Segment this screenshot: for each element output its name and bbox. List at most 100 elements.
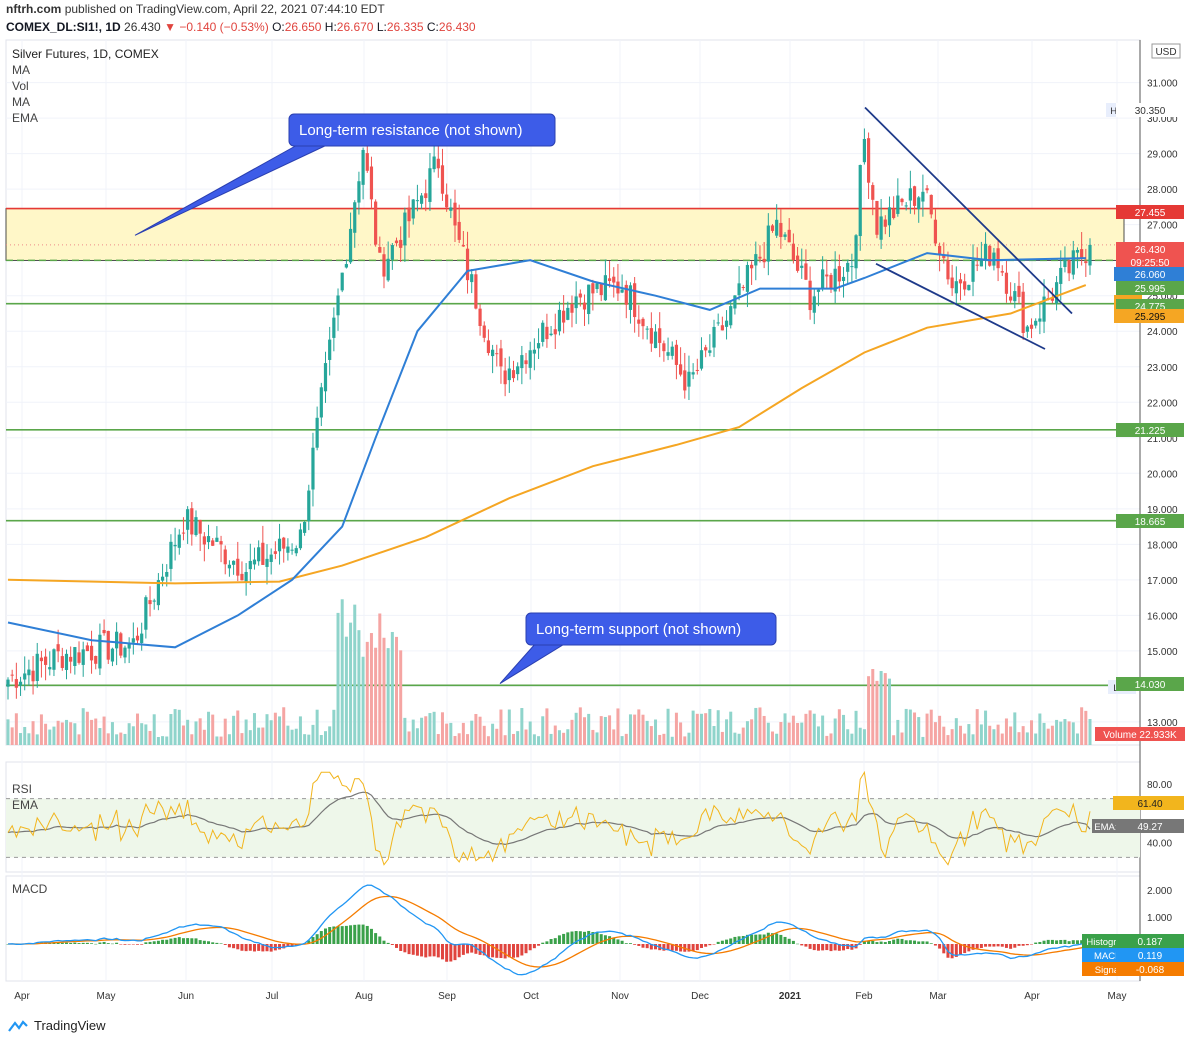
candle-body — [720, 325, 724, 331]
candle-body — [1050, 298, 1055, 301]
symbol-label[interactable]: COMEX_DL:SI1!, 1D — [6, 20, 121, 34]
macd-histogram-bar — [1017, 944, 1021, 946]
volume-bar — [712, 726, 716, 745]
rsi-ema-side-tag: EMA:MA — [1094, 822, 1132, 833]
currency-label: USD — [1155, 47, 1176, 58]
macd-histogram-bar — [390, 944, 394, 945]
candle-body — [942, 255, 946, 259]
volume-bar — [173, 709, 177, 745]
candle-body — [536, 343, 541, 349]
macd-histogram-bar — [361, 924, 365, 944]
candle-body — [43, 656, 48, 665]
macd-histogram-bar — [666, 944, 670, 951]
volume-bar — [946, 735, 950, 745]
volume-bar — [867, 676, 871, 745]
macd-histogram-bar — [252, 944, 256, 952]
candle-body — [424, 193, 428, 199]
candle-body — [850, 266, 854, 268]
macd-histogram-bar — [649, 944, 653, 950]
candle-body — [875, 201, 879, 235]
resistance-callout-text: Long-term resistance (not shown) — [299, 122, 522, 139]
macd-histogram-bar — [954, 944, 958, 957]
macd-histogram-bar — [98, 942, 102, 944]
volume-bar — [495, 728, 499, 745]
volume-bar — [503, 735, 507, 745]
macd-histogram-bar — [286, 944, 290, 948]
macd-histogram-bar — [474, 944, 478, 954]
volume-bar — [896, 719, 900, 745]
volume-bar — [603, 716, 607, 745]
volume-bar — [787, 722, 791, 745]
macd-histogram-bar — [896, 938, 900, 944]
candle-body — [152, 600, 156, 602]
candle-body — [219, 541, 223, 545]
macd-histogram-bar — [77, 943, 81, 944]
macd-line — [7, 884, 1091, 976]
volume-bar — [741, 727, 745, 745]
volume-bar — [257, 727, 261, 745]
macd-histogram-bar — [942, 944, 946, 954]
volume-bar — [645, 720, 649, 745]
candle-body — [879, 216, 883, 240]
macd-histogram-bar — [152, 941, 156, 944]
candle-body — [1084, 261, 1088, 264]
candle-body — [1038, 318, 1042, 322]
candle-body — [591, 283, 595, 294]
high-value-tag-bg — [1116, 103, 1184, 117]
legend-item-vol[interactable]: Vol — [12, 79, 29, 93]
macd-histogram-bar — [887, 940, 891, 944]
ma-orange-tag: 25.295 — [1135, 312, 1166, 323]
volume-bar — [445, 723, 449, 745]
macd-histogram-bar — [1021, 944, 1025, 946]
macd-histogram-bar — [1059, 939, 1063, 944]
macd-histogram-bar — [645, 944, 649, 949]
legend-item-ema[interactable]: EMA — [12, 111, 39, 125]
candle-body — [1071, 250, 1075, 275]
macd-histogram-bar — [1038, 941, 1042, 944]
volume-bar — [474, 713, 478, 745]
candle-body — [754, 254, 758, 266]
volume-bar — [39, 714, 43, 745]
volume-bar — [1075, 733, 1079, 745]
volume-bar — [119, 732, 123, 745]
volume-bar — [27, 733, 31, 745]
month-tick-label: May — [97, 991, 116, 1002]
volume-bar — [248, 730, 252, 745]
macd-histogram-bar — [144, 942, 148, 944]
candle-body — [812, 296, 816, 313]
candle-body — [846, 262, 850, 272]
macd-histogram-bar — [729, 938, 733, 944]
macd-histogram-bar — [181, 938, 185, 944]
volume-bar — [875, 680, 879, 745]
volume-bar — [69, 722, 73, 745]
candle-body — [549, 333, 553, 336]
candle-body — [186, 509, 190, 530]
macd-histogram-bar — [486, 944, 490, 958]
candle-body — [474, 274, 478, 309]
candle-body — [127, 642, 131, 649]
macd-histogram-bar — [102, 941, 106, 944]
candle-body — [783, 234, 787, 237]
indicator-legend: Silver Futures, 1D, COMEX MA Vol MA EMA — [12, 46, 159, 126]
low-value: 26.335 — [386, 20, 424, 34]
macd-histogram-bar — [812, 944, 816, 951]
legend-item-ma[interactable]: MA — [12, 63, 30, 77]
candle-body — [394, 240, 399, 244]
macd-histogram-bar — [248, 944, 252, 951]
legend-item-ma2[interactable]: MA — [12, 95, 30, 109]
macd-histogram-bar — [704, 944, 708, 947]
candle-body — [244, 571, 248, 583]
macd-histogram-bar — [403, 944, 407, 953]
macd-histogram-bar — [708, 944, 712, 946]
macd-histogram-bar — [1050, 939, 1054, 944]
candle-body — [670, 346, 674, 356]
lower-trendline — [875, 262, 1046, 350]
candle-body — [115, 631, 119, 649]
last-price-tag-bg — [1116, 242, 1184, 256]
volume-bar — [670, 736, 674, 745]
volume-bar — [879, 670, 883, 745]
volume-bar — [378, 613, 382, 745]
candle-body — [445, 194, 449, 208]
candle-body — [946, 260, 950, 280]
